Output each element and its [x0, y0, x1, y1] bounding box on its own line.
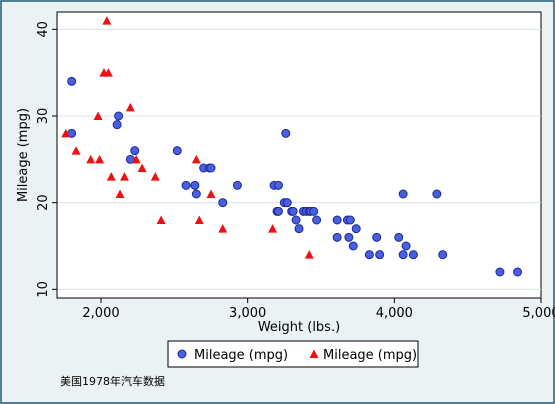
data-point-triangle	[304, 250, 314, 259]
data-point-triangle	[106, 172, 116, 181]
data-point-circle	[312, 215, 322, 225]
chart-note: 美国1978年汽车数据	[60, 374, 165, 388]
x-tick-label: 3,000	[229, 306, 266, 321]
data-point-circle	[332, 232, 342, 242]
data-point-circle	[438, 250, 448, 260]
data-point-circle	[398, 189, 408, 199]
data-point-circle	[273, 180, 283, 190]
plot-region	[56, 11, 542, 299]
legend-box	[167, 340, 419, 368]
data-point-triangle	[137, 163, 147, 172]
data-point-triangle	[206, 189, 216, 198]
legend-label-series-2: Mileage (mpg)	[323, 348, 417, 363]
data-point-circle	[281, 128, 291, 138]
data-point-circle	[114, 111, 124, 121]
data-point-triangle	[93, 111, 103, 120]
data-point-circle	[288, 206, 298, 216]
y-axis-title: Mileage (mpg)	[16, 108, 31, 202]
data-point-circle	[309, 206, 319, 216]
axes	[56, 12, 541, 299]
data-point-triangle	[103, 68, 113, 77]
data-point-circle	[408, 250, 418, 260]
data-point-circle	[190, 180, 200, 190]
data-point-circle	[495, 267, 505, 277]
data-point-circle	[291, 215, 301, 225]
data-point-circle	[332, 215, 342, 225]
data-point-triangle	[194, 215, 204, 224]
x-axis-title: Weight (lbs.)	[258, 320, 340, 335]
y-tick-label: 10	[36, 281, 51, 298]
data-point-circle	[181, 180, 191, 190]
y-gridlines	[57, 28, 541, 290]
legend-marker-circle	[177, 349, 187, 359]
data-point-triangle	[95, 154, 105, 164]
data-point-triangle	[61, 128, 71, 138]
data-point-triangle	[131, 154, 141, 164]
x-tick-label: 5,000	[522, 306, 555, 321]
data-point-triangle	[191, 154, 201, 164]
data-point-circle	[432, 189, 442, 199]
y-tick-label: 30	[36, 108, 51, 125]
data-point-circle	[375, 250, 385, 260]
data-point-circle	[398, 250, 408, 260]
data-point-circle	[351, 224, 361, 234]
data-point-triangle	[71, 146, 81, 155]
data-point-circle	[282, 198, 292, 208]
data-point-circle	[345, 215, 355, 225]
data-point-circle	[191, 189, 201, 199]
data-point-triangle	[115, 189, 125, 198]
data-point-circle	[348, 241, 358, 251]
data-point-triangle	[86, 154, 96, 164]
legend-marker-triangle	[309, 349, 319, 358]
y-tick-label: 40	[36, 21, 51, 38]
data-point-circle	[172, 146, 182, 156]
data-point-circle	[273, 206, 283, 216]
data-point-circle	[513, 267, 523, 277]
data-point-circle	[112, 120, 122, 130]
data-point-triangle	[119, 172, 129, 181]
data-point-circle	[372, 232, 382, 242]
legend-label-series-1: Mileage (mpg)	[194, 348, 288, 363]
x-tick-label: 4,000	[376, 306, 413, 321]
data-points	[61, 16, 523, 277]
data-point-circle	[364, 250, 374, 260]
data-point-circle	[206, 163, 216, 173]
data-point-triangle	[102, 16, 112, 25]
data-point-triangle	[150, 172, 160, 181]
data-point-circle	[67, 76, 77, 86]
legend: Mileage (mpg) Mileage (mpg)	[167, 340, 419, 368]
y-tick-label: 20	[36, 194, 51, 211]
data-point-triangle	[156, 215, 166, 224]
data-point-circle	[218, 198, 228, 208]
data-point-circle	[401, 241, 411, 251]
data-point-triangle	[268, 224, 278, 233]
data-point-circle	[130, 146, 140, 156]
ticks: 10 20 30 40 2,000 3,000 4,000 5,000	[36, 21, 555, 321]
data-point-circle	[294, 224, 304, 234]
data-point-triangle	[125, 102, 135, 112]
data-point-circle	[394, 232, 404, 242]
x-tick-label: 2,000	[82, 306, 119, 321]
data-point-triangle	[218, 224, 228, 233]
data-point-circle	[344, 232, 354, 242]
data-point-circle	[232, 180, 242, 190]
